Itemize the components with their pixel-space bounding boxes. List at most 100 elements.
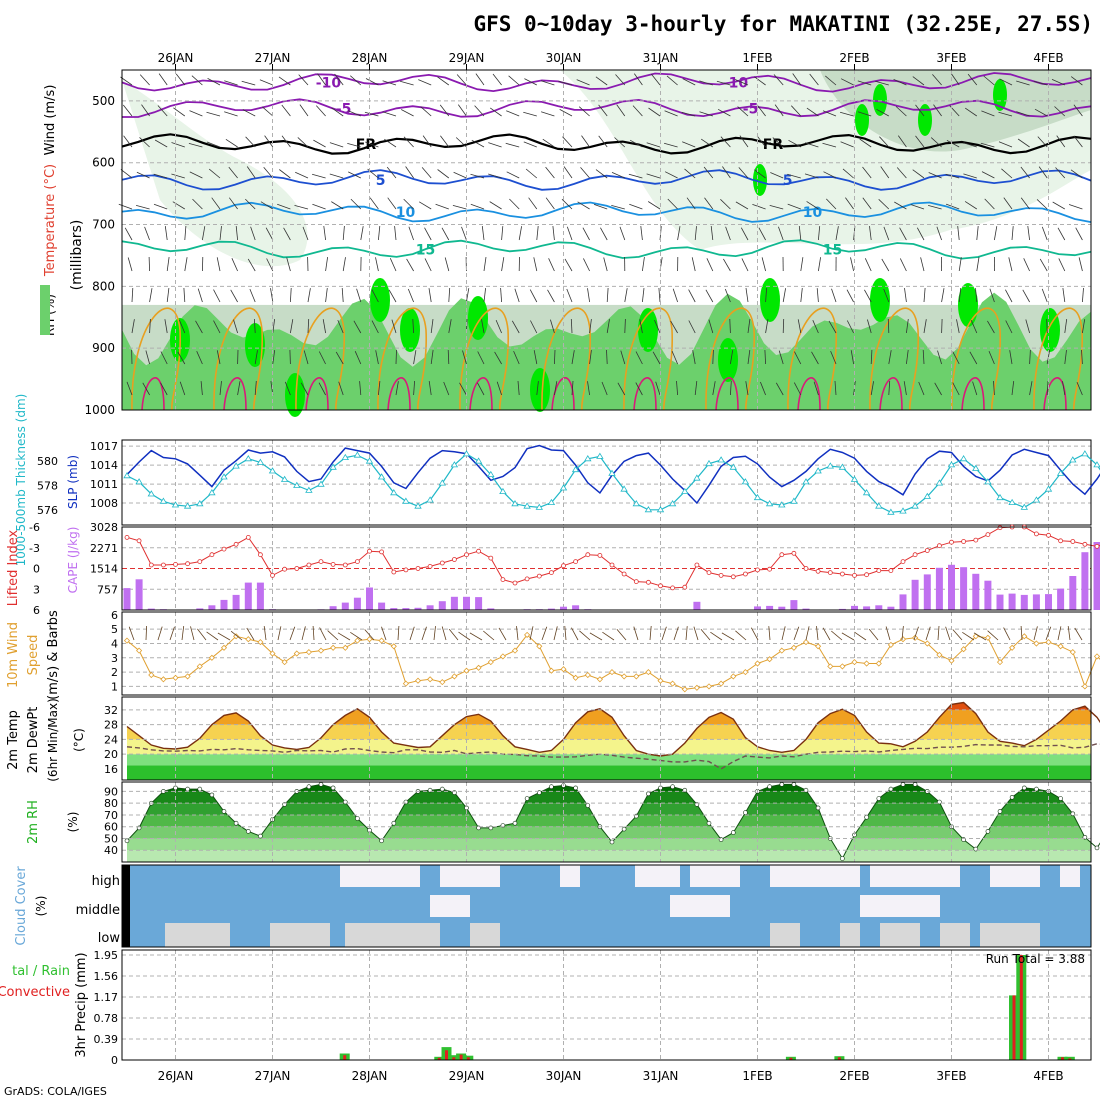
wind-barb <box>124 227 133 241</box>
wind-barb <box>745 381 749 396</box>
wind-barb <box>804 142 819 148</box>
wind-barb <box>1025 319 1030 334</box>
wind-barb <box>752 204 766 210</box>
precip-panel: 0 0.39 0.78 1.17 1.56 1.95 Run Total = 3.88 3hr… <box>0 949 1092 1067</box>
li-marker <box>815 568 821 574</box>
rh-marker <box>330 785 336 791</box>
wind-barb <box>717 108 731 117</box>
temperature-contour-label: -5 <box>743 101 759 117</box>
wind-barb <box>533 257 538 272</box>
wind-barb <box>993 380 995 396</box>
li-marker <box>524 576 530 582</box>
wind-barb-10m <box>469 632 483 641</box>
temperature-contour-25 <box>1043 377 1067 411</box>
wind-barb <box>624 318 626 334</box>
precip-tick: 1.17 <box>94 991 119 1004</box>
date-label-top: 4FEB <box>1033 51 1063 65</box>
cloud-row-middle: middle <box>76 903 120 918</box>
cape-bar <box>547 608 555 610</box>
wind-barb <box>804 173 819 179</box>
wind-barb <box>1029 381 1033 396</box>
wind-barb <box>846 320 854 334</box>
li-marker <box>633 579 639 584</box>
cape-bar <box>438 601 446 610</box>
wind-barb <box>640 226 643 241</box>
wind-barb <box>405 166 414 179</box>
li-marker <box>803 566 809 571</box>
wind-barb <box>648 107 661 117</box>
wind-barb <box>391 319 397 334</box>
cloud-high-block <box>990 865 1040 887</box>
wind-barb <box>533 350 538 365</box>
precip-convective-label: Convective <box>0 985 70 1000</box>
wind-barb-10m <box>822 627 831 641</box>
wind-barb <box>518 226 522 241</box>
wind-barb <box>154 139 168 148</box>
temperature-contour <box>121 72 1092 93</box>
date-label-bottom: 1FEB <box>742 1069 772 1083</box>
wind-barb <box>470 203 485 210</box>
wind-barb <box>184 257 188 272</box>
wind-barb <box>945 203 960 210</box>
wind-barb <box>173 107 186 117</box>
wind-barb <box>770 172 784 179</box>
wind-barb <box>792 73 802 86</box>
wind-barb <box>998 141 1013 148</box>
wind-barb <box>765 319 769 334</box>
wind-barb <box>525 168 538 179</box>
wind-barb <box>523 111 537 117</box>
cape-bar <box>851 605 858 610</box>
cloud-low-block <box>980 923 1040 947</box>
li-marker <box>500 577 506 582</box>
wind-barb <box>260 201 274 210</box>
wind-barb <box>171 173 185 179</box>
li-marker <box>573 559 578 564</box>
wind-speed-marker <box>463 667 470 674</box>
temperature-contour <box>121 169 1092 191</box>
wind-barb-10m <box>616 629 627 641</box>
wind-barb <box>216 257 221 272</box>
wind-barb-10m <box>1033 626 1038 641</box>
wind-barb <box>440 135 450 148</box>
wind-barb <box>470 173 485 179</box>
dewpt-line <box>126 743 1100 770</box>
rh-upper-blob <box>918 104 932 136</box>
temperature-contour-25 <box>305 377 329 411</box>
wind-barb <box>932 74 942 86</box>
thickness-marker <box>280 475 289 482</box>
wind-barb <box>984 198 995 210</box>
precip-convective-bar <box>1019 955 1023 1060</box>
wind-barb <box>139 137 150 148</box>
thickness-marker <box>317 480 325 487</box>
wind-barb <box>930 137 942 148</box>
wind-barb <box>246 166 256 179</box>
wind-speed-marker <box>924 640 931 647</box>
rh-marker <box>864 814 869 820</box>
precip-convective-bar <box>459 1054 463 1060</box>
wind-barb <box>501 257 505 272</box>
wind-barb <box>387 197 397 210</box>
thickness-marker <box>511 500 519 507</box>
wind-barb <box>1054 106 1066 117</box>
wind-barb-10m <box>246 627 255 641</box>
wind-barb-10m <box>579 630 591 641</box>
temperature-side-label: Temperature (°C) <box>43 164 58 277</box>
wind-barb <box>896 167 907 179</box>
rh-band <box>127 850 1091 862</box>
thickness-marker <box>1081 450 1089 457</box>
wind-barb <box>915 104 925 117</box>
wind-barb <box>289 349 291 365</box>
wind-speed-marker <box>730 673 737 680</box>
rh-marker <box>888 786 894 792</box>
wind-barb <box>1005 289 1013 303</box>
li-marker <box>136 538 142 544</box>
wind-barb <box>611 205 625 210</box>
rh-marker <box>258 833 263 839</box>
wind-barb <box>559 109 573 117</box>
li-marker <box>221 546 227 552</box>
rh-blob-bright <box>285 373 305 417</box>
cape-bar <box>1081 552 1089 610</box>
wind-barb <box>233 319 238 334</box>
title-group: GFS 0~10day 3-hourly for MAKATINI (32.25… <box>4 12 1093 1098</box>
